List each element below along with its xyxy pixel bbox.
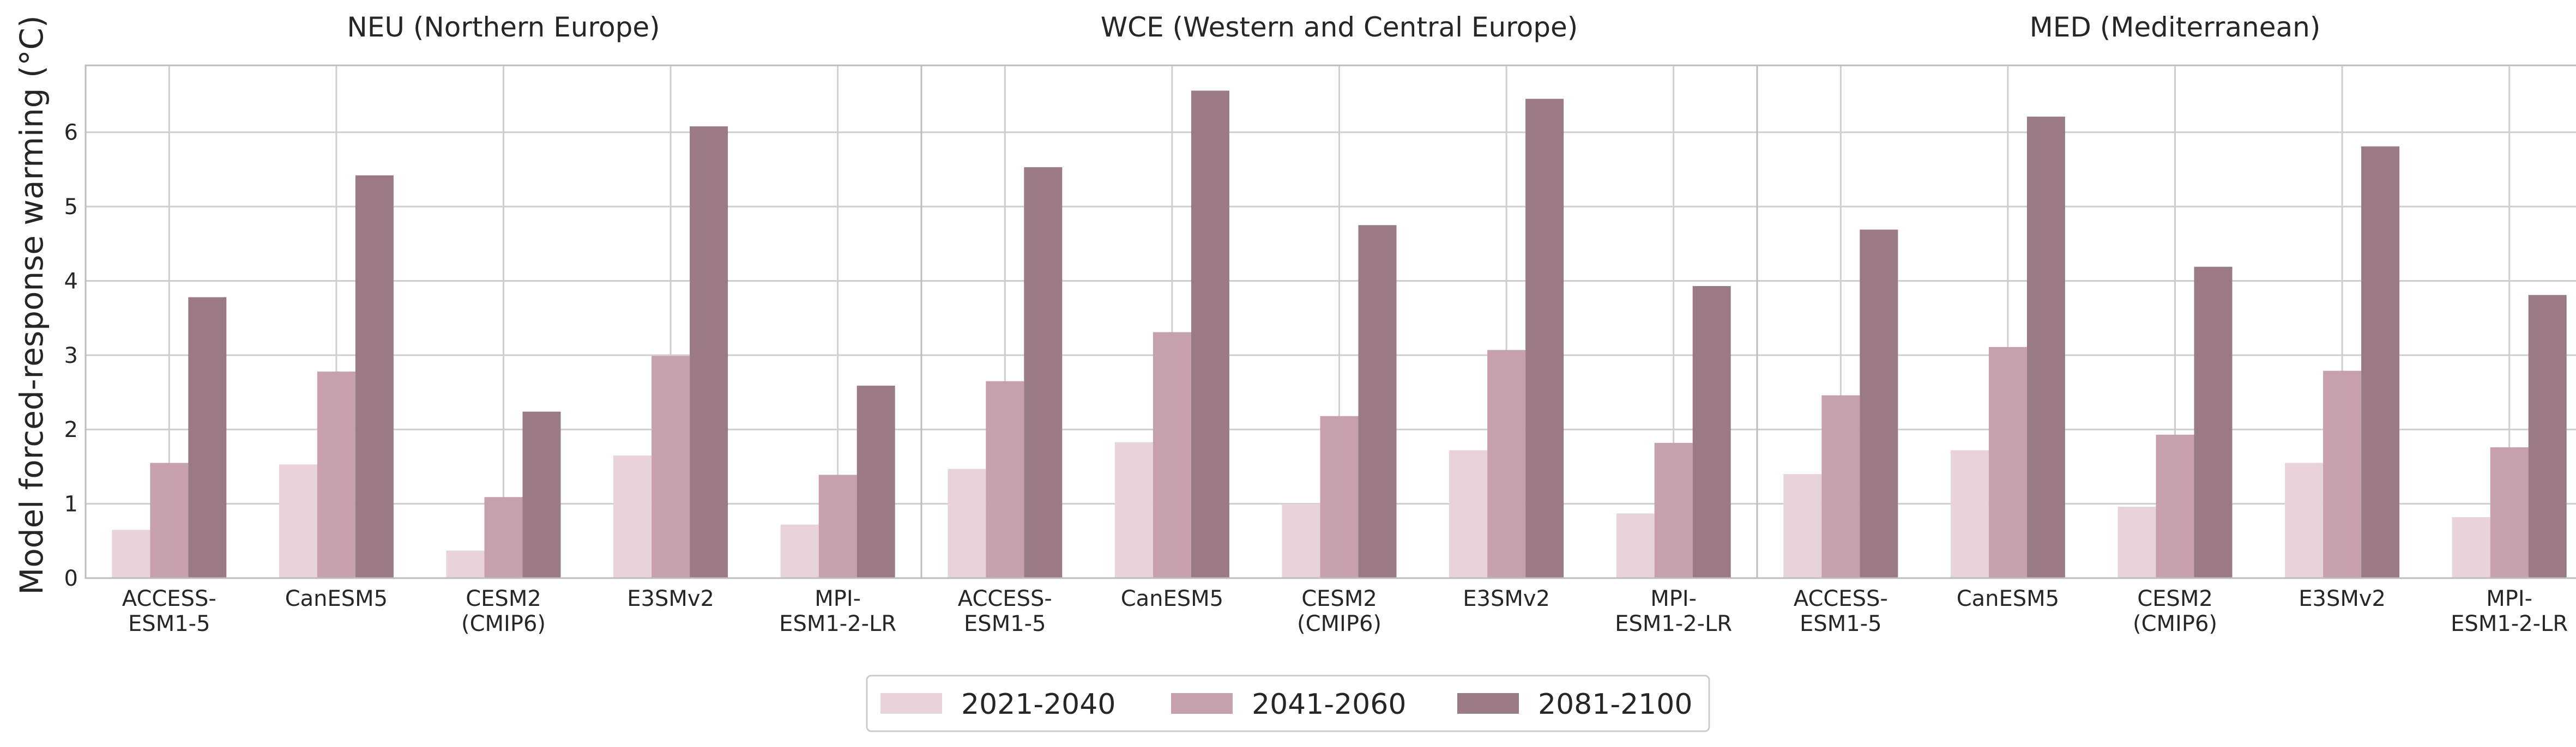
bar-2081-2100-0 (188, 297, 227, 578)
bar-2041-2060-2 (2156, 434, 2194, 578)
bar-2041-2060-3 (651, 356, 690, 578)
y-tick-label: 4 (64, 269, 78, 294)
legend-label: 2081-2100 (1538, 688, 1692, 721)
x-tick-label: CESM2 (CMIP6) (1297, 586, 1381, 636)
y-tick-label: 0 (64, 566, 78, 591)
x-tick-label: CESM2 (CMIP6) (2133, 586, 2217, 636)
bar-2081-2100-2 (522, 411, 561, 578)
x-tick-label: MPI-ESM1-2-LR (779, 586, 896, 636)
x-tick-label: MPI-ESM1-2-LR (1615, 586, 1732, 636)
bar-2041-2060-1 (1988, 347, 2027, 578)
legend-swatch (1171, 693, 1233, 714)
y-tick-label: 5 (64, 195, 78, 220)
x-tick-label: ACCESS-ESM1-5 (1794, 586, 1888, 636)
bar-2021-2040-1 (279, 464, 317, 578)
bar-2021-2040-0 (112, 530, 150, 578)
bar-2021-2040-3 (2285, 463, 2324, 578)
panel-title: MED (Mediterranean) (2030, 11, 2321, 43)
bar-2021-2040-2 (446, 550, 485, 578)
legend-label: 2021-2040 (961, 688, 1115, 721)
bar-2041-2060-3 (1487, 350, 1526, 578)
x-tick-label: ACCESS-ESM1-5 (958, 586, 1052, 636)
bar-2021-2040-2 (1282, 503, 1320, 578)
bar-2021-2040-3 (613, 455, 652, 578)
bar-2041-2060-0 (986, 381, 1024, 578)
x-tick-label: CanESM5 (1121, 586, 1223, 611)
bar-2021-2040-4 (780, 524, 819, 578)
panel-title: NEU (Northern Europe) (347, 11, 660, 43)
legend-swatch (880, 693, 942, 714)
bar-2081-2100-1 (2026, 117, 2065, 579)
bar-2021-2040-0 (948, 469, 986, 578)
x-tick-label: ACCESS-ESM1-5 (122, 586, 216, 636)
bar-2041-2060-0 (1821, 395, 1860, 578)
x-tick-label: CanESM5 (1957, 586, 2059, 611)
bar-2021-2040-1 (1950, 450, 1989, 578)
legend-box (866, 675, 1710, 732)
legend-swatch (1457, 693, 1519, 714)
bar-2021-2040-4 (2452, 517, 2490, 578)
legend: 2021-2040 2041-2060 2081-2100 (866, 675, 1710, 732)
x-tick-label: E3SMv2 (1463, 586, 1550, 611)
bar-2081-2100-2 (1358, 225, 1397, 578)
y-tick-label: 6 (64, 120, 78, 145)
bar-2081-2100-1 (1191, 90, 1229, 579)
bar-2041-2060-3 (2323, 371, 2362, 578)
bar-2081-2100-4 (856, 385, 895, 578)
bar-2081-2100-3 (2361, 146, 2400, 578)
bar-2021-2040-1 (1114, 442, 1153, 578)
y-tick-label: 3 (64, 343, 78, 368)
x-tick-label: CanESM5 (285, 586, 388, 611)
x-tick-label: E3SMv2 (2299, 586, 2386, 611)
bar-2081-2100-4 (2528, 295, 2567, 578)
bar-2041-2060-1 (317, 371, 355, 578)
bar-2021-2040-3 (1449, 450, 1488, 578)
bar-2081-2100-1 (355, 175, 394, 579)
bar-2041-2060-4 (2490, 447, 2529, 578)
x-tick-label: MPI-ESM1-2-LR (2451, 586, 2568, 636)
y-tick-label: 2 (64, 417, 78, 442)
y-axis-label: Model forced-response warming (°C) (13, 15, 50, 594)
panel-2: MED (Mediterranean) ACCESS-ESM1-5 CanESM5 C… (1756, 11, 2576, 636)
panel-1: WCE (Western and Central Europe) ACCESS-E… (920, 11, 1758, 636)
x-tick-label: CESM2 (CMIP6) (461, 586, 546, 636)
bar-2041-2060-4 (1654, 442, 1693, 578)
bar-2021-2040-0 (1783, 474, 1822, 578)
bar-2041-2060-2 (484, 497, 523, 578)
bar-2081-2100-0 (1024, 167, 1063, 578)
panel-title: WCE (Western and Central Europe) (1101, 11, 1578, 43)
bar-2021-2040-4 (1616, 513, 1655, 578)
bar-2041-2060-4 (818, 475, 857, 578)
x-tick-label: E3SMv2 (627, 586, 714, 611)
bar-2081-2100-4 (1692, 286, 1731, 578)
bar-2021-2040-2 (2117, 507, 2156, 578)
y-tick-label: 1 (64, 492, 78, 517)
bar-2081-2100-3 (690, 126, 728, 578)
bar-2041-2060-2 (1320, 416, 1359, 578)
legend-label: 2041-2060 (1252, 688, 1406, 721)
bar-2041-2060-1 (1153, 332, 1191, 578)
panel-0: NEU (Northern Europe) ACCESS-ESM1-5 CanESM… (64, 11, 922, 636)
axes-frame (1756, 64, 2576, 579)
panels: NEU (Northern Europe) ACCESS-ESM1-5 CanESM… (64, 11, 2576, 636)
bar-2081-2100-2 (2194, 266, 2233, 578)
bar-2081-2100-0 (1860, 229, 1898, 578)
bar-2041-2060-0 (150, 463, 189, 578)
bar-2081-2100-3 (1525, 99, 1564, 578)
